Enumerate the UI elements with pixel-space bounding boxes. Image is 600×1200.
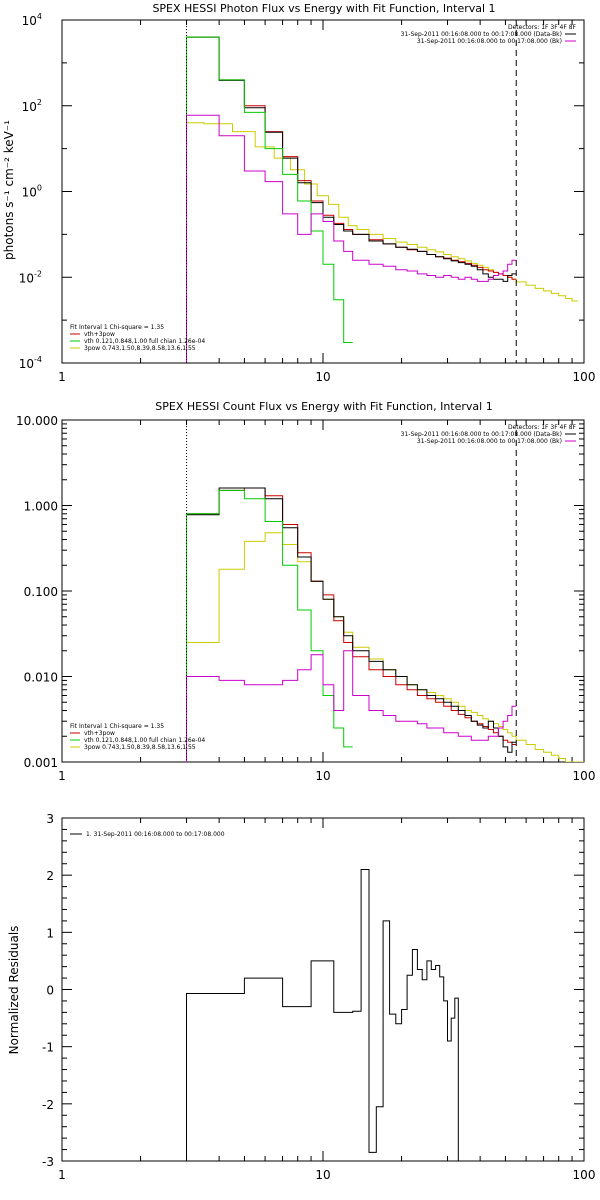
count-flux-series-line — [186, 532, 584, 762]
residuals-plot-frame — [61, 817, 585, 1162]
photon-flux-y-tick-label: 10-2 — [19, 269, 42, 285]
residuals-series-line — [186, 869, 517, 1161]
count-flux-y-tick-label: 1.000 — [24, 500, 58, 514]
count-flux-detector-legend-label: 31-Sep-2011 00:16:08.000 to 00:17:08.000… — [401, 431, 562, 438]
count-flux-x-tick-label: 1 — [58, 769, 66, 783]
count-flux-series-line — [186, 487, 517, 762]
photon-flux-x-tick-label: 100 — [573, 370, 596, 384]
residuals-y-tick-label: -3 — [42, 1155, 54, 1169]
photon-flux-plot-frame — [61, 19, 585, 364]
photon-flux-series-line — [186, 36, 517, 363]
photon-flux-title: SPEX HESSI Photon Flux vs Energy with Fi… — [152, 2, 495, 15]
residuals-legend: 1. 31-Sep-2011 00:16:08.000 to 00:17:08.… — [70, 831, 225, 838]
photon-flux-fit-legend: Fit Interval 1 Chi-square = 1.35vth+3pow… — [70, 324, 205, 352]
residuals-y-tick-label: -1 — [42, 1041, 54, 1055]
count-flux-detector-legend-label: 31-Sep-2011 00:16:08.000 to 00:17:08.000… — [417, 438, 562, 445]
count-flux-x-tick-label: 100 — [573, 769, 596, 783]
count-flux-y-tick-label: 0.001 — [24, 756, 58, 770]
photon-flux-panel: SPEX HESSI Photon Flux vs Energy with Fi… — [2, 2, 595, 384]
photon-flux-fit-legend-header: Fit Interval 1 Chi-square = 1.35 — [70, 324, 164, 331]
photon-flux-detector-legend-header: Detectors: 1F 3F 4F 8F — [508, 24, 577, 31]
photon-flux-series-line — [186, 122, 579, 363]
residuals-y-tick-label: 3 — [46, 812, 54, 826]
photon-flux-fit-legend-label: vth 0.121,0.848,1.00 full chian 1.26e-04 — [84, 338, 205, 345]
residuals-y-tick-label: -2 — [42, 1098, 54, 1112]
photon-flux-series-line — [186, 36, 517, 363]
photon-flux-y-tick-label: 104 — [22, 12, 42, 28]
residuals-x-tick-label: 100 — [573, 1168, 596, 1182]
count-flux-fit-legend-label: vth+3pow — [84, 730, 115, 737]
count-flux-detector-legend-header: Detectors: 1F 3F 4F 8F — [508, 424, 577, 431]
photon-flux-y-tick-label: 10-4 — [19, 355, 42, 371]
count-flux-y-tick-label: 10.000 — [16, 414, 58, 428]
count-flux-fit-legend-label: 3pow 0.743,1.50,8.39,8.58,13.6,1.55 — [84, 744, 196, 751]
photon-flux-fit-legend-label: 3pow 0.743,1.50,8.39,8.58,13.6,1.55 — [84, 345, 196, 352]
photon-flux-y-tick-label: 100 — [22, 184, 42, 200]
residuals-x-tick-label: 10 — [315, 1168, 330, 1182]
photon-flux-series-line — [186, 114, 517, 363]
photon-flux-detector-legend-label: 31-Sep-2011 00:16:08.000 to 00:17:08.000… — [401, 31, 562, 38]
count-flux-series-line — [186, 650, 517, 762]
photon-flux-x-tick-label: 10 — [315, 370, 330, 384]
count-flux-fit-legend-label: vth 0.121,0.848,1.00 full chian 1.26e-04 — [84, 737, 205, 744]
photon-flux-x-tick-label: 1 — [58, 370, 66, 384]
photon-flux-series-line — [186, 36, 353, 363]
residuals-y-tick-label: 0 — [46, 984, 54, 998]
residuals-y-label: Normalized Residuals — [7, 926, 21, 1055]
count-flux-y-tick-label: 0.010 — [24, 671, 58, 685]
photon-flux-y-label: photons s⁻¹ cm⁻² keV⁻¹ — [2, 120, 16, 260]
count-flux-x-tick-label: 10 — [315, 769, 330, 783]
photon-flux-y-tick-label: 102 — [22, 98, 42, 114]
photon-flux-detector-legend-label: 31-Sep-2011 00:16:08.000 to 00:17:08.000… — [417, 38, 562, 45]
photon-flux-fit-legend-label: vth+3pow — [84, 331, 115, 338]
residuals-y-tick-label: 1 — [46, 926, 54, 940]
residuals-x-tick-label: 1 — [58, 1168, 66, 1182]
count-flux-fit-legend-header: Fit Interval 1 Chi-square = 1.35 — [70, 723, 164, 730]
count-flux-y-tick-label: 0.100 — [24, 585, 58, 599]
count-flux-fit-legend: Fit Interval 1 Chi-square = 1.35vth+3pow… — [70, 723, 205, 751]
residuals-y-tick-label: 2 — [46, 869, 54, 883]
residuals-panel: Normalized Residuals 1 10 100 -3 -2 -1 0 1 2 3 1. … — [7, 812, 595, 1182]
count-flux-title: SPEX HESSI Count Flux vs Energy with Fit… — [155, 400, 492, 413]
residuals-legend-label: 1. 31-Sep-2011 00:16:08.000 to 00:17:08.… — [86, 831, 225, 838]
count-flux-series-line — [186, 487, 517, 762]
count-flux-series-line — [186, 489, 353, 762]
count-flux-panel: SPEX HESSI Count Flux vs Energy with Fit… — [16, 400, 595, 783]
